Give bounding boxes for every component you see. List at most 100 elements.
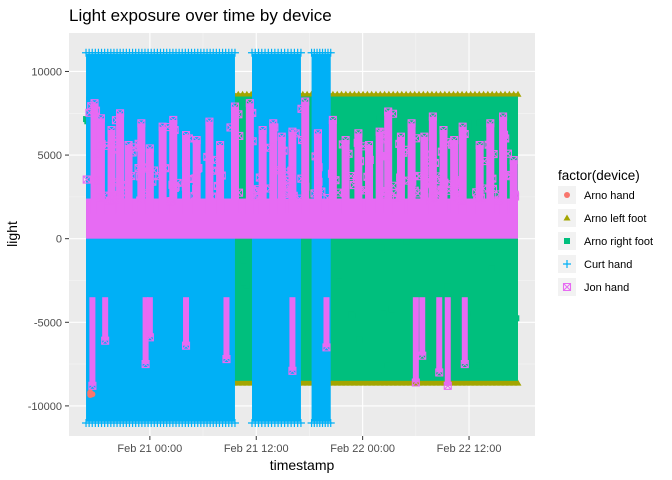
arno-right-foot-point (240, 257, 247, 264)
arno-right-foot-point (476, 119, 483, 126)
jon-hand-point (323, 194, 332, 203)
jon-hand-point (489, 149, 498, 159)
jon-hand-point (407, 119, 416, 128)
jon-hand-point (82, 175, 91, 184)
jon-hand-point (270, 123, 279, 132)
jon-hand-spike (341, 140, 350, 214)
arno-right-foot-point (380, 310, 387, 317)
legend-label: Curt hand (584, 259, 632, 271)
jon-hand-point (311, 152, 320, 161)
jon-hand-point (428, 112, 437, 121)
jon-hand-spike (288, 131, 297, 214)
jon-hand-point (87, 102, 96, 111)
jon-hand-point (191, 174, 200, 183)
jon-hand-point (110, 195, 119, 204)
jon-hand-spike (313, 133, 322, 214)
jon-hand-dip (323, 297, 330, 348)
jon-hand-point (364, 140, 374, 150)
jon-hand-point (460, 360, 469, 369)
jon-hand-point (234, 188, 244, 197)
jon-hand-point (205, 117, 214, 126)
jon-hand-point (314, 163, 323, 172)
jon-hand-dip (142, 297, 149, 365)
jon-hand-spike (328, 119, 337, 214)
jon-hand-spike (269, 123, 278, 214)
jon-hand-point (136, 172, 145, 181)
arno-right-foot-point (240, 279, 247, 286)
jon-hand-spike (230, 106, 239, 214)
jon-hand-point (356, 157, 365, 166)
jon-hand-spike (475, 145, 484, 214)
jon-hand-point (166, 197, 175, 206)
jon-hand-point (460, 129, 469, 139)
jon-hand-point (314, 177, 323, 186)
jon-hand-point (222, 355, 231, 364)
jon-hand-point (192, 184, 201, 193)
jon-hand-point (279, 146, 288, 155)
arno-right-foot-point (481, 148, 488, 155)
jon-hand-point (258, 125, 267, 135)
jon-hand-point (475, 140, 484, 150)
jon-hand-point (280, 187, 289, 196)
x-tick-label: Feb 21 00:00 (117, 443, 182, 455)
jon-hand-point (288, 366, 297, 375)
jon-hand-dip (183, 297, 190, 346)
arno-hand-point (87, 389, 94, 396)
jon-hand-point (275, 166, 284, 175)
jon-hand-point (437, 147, 446, 156)
jon-hand-point (101, 336, 110, 345)
arno-right-foot-point (349, 312, 356, 319)
jon-hand-point (144, 163, 153, 172)
arno-right-foot-point (475, 362, 482, 369)
jon-hand-point (426, 197, 435, 206)
jon-hand-point (245, 99, 254, 108)
curt-hand-point (326, 418, 335, 427)
jon-hand-point (455, 193, 464, 202)
jon-hand-point (396, 132, 405, 141)
jon-hand-point (170, 125, 179, 135)
jon-hand-point (486, 119, 495, 128)
jon-hand-point (160, 164, 170, 173)
legend-label: Jon hand (584, 282, 629, 294)
jon-hand-point (328, 115, 337, 125)
arno-right-foot-point (513, 315, 520, 322)
jon-hand-point (235, 131, 244, 140)
jon-hand-point (181, 159, 191, 168)
jon-hand-spike (90, 103, 99, 214)
jon-hand-spike (509, 160, 518, 214)
jon-hand-spike (182, 135, 191, 214)
legend: factor(device) Arno hand Arno left foot Ar… (558, 168, 653, 296)
jon-hand-point (145, 144, 154, 153)
jon-hand-dip (412, 297, 419, 383)
jon-hand-point (141, 360, 150, 369)
x-axis-title: timestamp (270, 457, 335, 473)
jon-hand-point (389, 189, 398, 198)
jon-hand-point (284, 176, 293, 185)
arno-right-foot-point (488, 265, 495, 272)
jon-hand-point (495, 190, 504, 199)
jon-hand-point (322, 343, 331, 352)
jon-hand-point (310, 189, 319, 198)
jon-hand-point (509, 156, 518, 165)
jon-hand-point (100, 191, 109, 200)
legend-label: Arno right foot (584, 236, 653, 248)
jon-hand-spike (384, 111, 393, 214)
jon-hand-point (134, 164, 143, 173)
jon-hand-point (473, 196, 482, 205)
arno-right-foot-point (398, 128, 405, 135)
y-tick-label: 5000 (38, 150, 62, 162)
jon-hand-point (331, 176, 340, 185)
arno-right-foot-point (474, 247, 481, 254)
jon-hand-point (287, 166, 296, 175)
jon-hand-point (435, 368, 444, 377)
jon-hand-spike (116, 113, 125, 214)
jon-hand-point (88, 381, 97, 390)
legend-key-marker (563, 214, 571, 221)
jon-hand-point (455, 176, 464, 185)
jon-hand-point (313, 129, 323, 138)
jon-hand-spike (137, 123, 146, 214)
jon-hand-spike (145, 148, 154, 214)
jon-hand-point (488, 174, 497, 183)
jon-hand-point (413, 189, 422, 198)
arno-right-foot-point (378, 244, 385, 251)
